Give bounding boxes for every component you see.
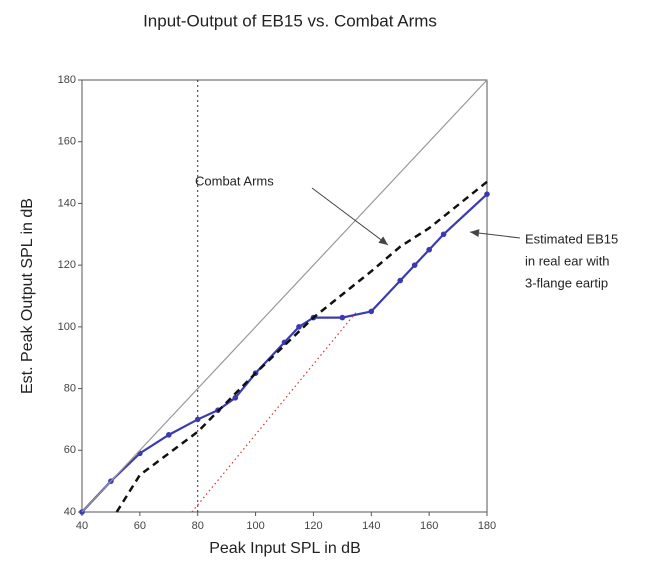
point: [232, 395, 239, 401]
arrow-head: [378, 236, 388, 245]
point: [339, 314, 346, 321]
series-line: [81, 79, 488, 513]
point: [137, 450, 143, 457]
point: [411, 262, 418, 268]
point: [397, 277, 404, 284]
y-tick-label: 40: [64, 506, 76, 518]
x-tick-label: 180: [478, 520, 496, 532]
point: [484, 191, 490, 197]
y-tick-label: 120: [58, 259, 76, 271]
x-axis-label: Peak Input SPL in dB: [209, 540, 361, 557]
x-tick-label: 140: [362, 520, 380, 532]
x-tick-label: 120: [304, 520, 322, 532]
y-tick-label: 140: [58, 197, 76, 209]
annotation-text: Combat Arms: [195, 173, 274, 188]
y-tick-label: 160: [58, 136, 76, 148]
y-axis-label: Est. Peak Output SPL in dB: [19, 198, 36, 394]
point: [165, 432, 172, 438]
y-tick-label: 100: [58, 321, 76, 333]
y-tick-label: 60: [64, 444, 76, 456]
point: [368, 308, 375, 315]
annotation-text: in real ear with: [525, 253, 610, 268]
point: [426, 246, 432, 253]
series-line: [115, 180, 488, 513]
point: [296, 324, 302, 330]
annotation-arrow: [311, 187, 389, 246]
annotation-text: 3-flange eartip: [525, 275, 608, 290]
x-tick-label: 160: [420, 520, 438, 532]
y-tick-label: 80: [64, 382, 76, 394]
series-line: [81, 193, 488, 513]
y-tick-label: 180: [58, 74, 76, 86]
x-tick-label: 100: [246, 520, 264, 532]
x-tick-label: 60: [134, 520, 146, 532]
series-line: [191, 311, 358, 513]
x-tick-label: 80: [192, 520, 204, 532]
x-tick-label: 40: [76, 520, 88, 532]
plot-frame: [81, 79, 488, 513]
arrow-head: [470, 229, 480, 238]
annotation-text: Estimated EB15: [525, 231, 618, 246]
chart-title: Input-Output of EB15 vs. Combat Arms: [143, 11, 437, 30]
point: [194, 416, 201, 423]
point: [440, 231, 447, 238]
